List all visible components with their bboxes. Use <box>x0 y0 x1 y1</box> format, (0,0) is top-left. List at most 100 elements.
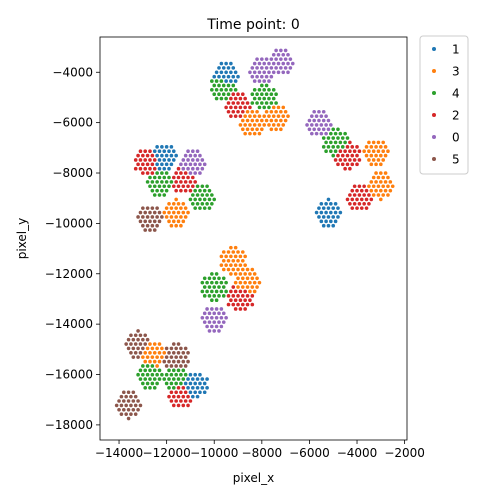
spot-cluster-3 <box>376 140 381 145</box>
spot-cluster-2 <box>243 105 247 110</box>
x-tick-label: −2000 <box>384 446 425 460</box>
spot-cluster-1 <box>336 215 340 219</box>
spot-cluster-3 <box>386 184 390 189</box>
spot-cluster-0 <box>257 61 262 66</box>
spot-cluster-3 <box>369 153 374 158</box>
spot-cluster-2 <box>229 114 233 118</box>
spot-cluster-1 <box>219 61 224 66</box>
spot-cluster-5 <box>174 355 178 359</box>
spot-cluster-1 <box>338 210 343 215</box>
spot-cluster-5 <box>143 219 148 224</box>
spot-cluster-4 <box>200 289 205 294</box>
spot-cluster-3 <box>224 254 228 259</box>
x-tick-label: −4000 <box>337 446 378 460</box>
spot-cluster-5 <box>133 403 138 408</box>
spot-cluster-3 <box>369 145 374 149</box>
spot-cluster-4 <box>229 88 233 92</box>
spot-cluster-1 <box>164 145 169 149</box>
spot-cluster-0 <box>219 315 224 320</box>
spot-cluster-2 <box>188 188 193 193</box>
spot-cluster-2 <box>171 403 176 408</box>
spot-cluster-1 <box>167 158 171 162</box>
spot-cluster-0 <box>217 320 221 324</box>
spot-cluster-2 <box>181 175 186 180</box>
spot-cluster-2 <box>338 158 343 162</box>
spot-cluster-2 <box>355 153 359 158</box>
spot-cluster-0 <box>283 48 288 53</box>
spot-cluster-3 <box>252 114 257 118</box>
legend-label: 2 <box>452 109 460 123</box>
spot-cluster-3 <box>376 149 381 153</box>
legend-marker <box>432 157 436 161</box>
spot-cluster-4 <box>343 140 347 145</box>
spot-cluster-2 <box>133 166 138 171</box>
spot-cluster-3 <box>381 149 386 153</box>
spot-cluster-4 <box>214 88 219 92</box>
spot-cluster-0 <box>260 74 264 79</box>
spot-cluster-4 <box>152 377 157 381</box>
spot-cluster-4 <box>250 92 255 97</box>
spot-cluster-0 <box>205 315 209 320</box>
spot-cluster-2 <box>350 197 355 202</box>
spot-cluster-4 <box>338 140 343 145</box>
spot-cluster-4 <box>224 88 228 92</box>
spot-cluster-2 <box>138 158 143 162</box>
spot-cluster-3 <box>274 109 278 114</box>
spot-cluster-0 <box>279 48 283 53</box>
spot-cluster-5 <box>157 219 162 224</box>
spot-cluster-1 <box>231 66 236 70</box>
spot-cluster-0 <box>326 118 331 123</box>
spot-cluster-4 <box>331 153 336 158</box>
spot-cluster-0 <box>271 52 276 57</box>
spot-cluster-4 <box>214 298 219 303</box>
spot-cluster-3 <box>379 180 383 184</box>
spot-cluster-4 <box>324 149 328 153</box>
spot-cluster-3 <box>283 109 288 114</box>
spot-cluster-5 <box>179 364 183 368</box>
spot-cluster-2 <box>350 206 355 210</box>
spot-cluster-3 <box>233 245 238 250</box>
spot-cluster-1 <box>326 206 331 210</box>
spot-cluster-5 <box>150 206 155 210</box>
spot-cluster-2 <box>355 188 359 193</box>
y-tick-label: −16000 <box>45 368 93 382</box>
spot-cluster-3 <box>145 355 150 359</box>
spot-cluster-1 <box>324 219 328 224</box>
spot-cluster-2 <box>179 399 183 403</box>
spot-cluster-4 <box>210 88 214 92</box>
spot-cluster-3 <box>279 118 283 123</box>
spot-cluster-4 <box>167 368 171 373</box>
y-axis-title: pixel_y <box>15 218 29 260</box>
spot-cluster-3 <box>229 254 233 259</box>
spot-cluster-3 <box>250 118 255 123</box>
spot-cluster-5 <box>176 342 181 346</box>
spot-cluster-4 <box>340 145 345 149</box>
spot-cluster-4 <box>148 368 152 373</box>
x-tick-label: −14000 <box>95 446 143 460</box>
spot-cluster-3 <box>243 114 247 118</box>
spot-cluster-5 <box>148 228 152 232</box>
spot-cluster-4 <box>157 184 162 189</box>
spot-cluster-4 <box>210 272 214 276</box>
spot-cluster-2 <box>148 149 152 153</box>
spot-cluster-1 <box>329 210 333 215</box>
spot-cluster-5 <box>122 390 126 395</box>
spot-cluster-1 <box>217 74 221 79</box>
spot-cluster-0 <box>205 307 209 311</box>
spot-cluster-4 <box>148 386 152 390</box>
spot-cluster-3 <box>236 250 240 254</box>
spot-cluster-2 <box>336 153 340 158</box>
spot-cluster-3 <box>160 346 164 351</box>
spot-cluster-4 <box>217 285 221 289</box>
spot-cluster-0 <box>252 79 257 83</box>
spot-cluster-5 <box>141 223 145 228</box>
spot-cluster-2 <box>350 162 355 167</box>
spot-cluster-4 <box>219 289 224 294</box>
spot-cluster-2 <box>171 184 176 189</box>
spot-cluster-4 <box>193 188 197 193</box>
spot-cluster-2 <box>343 149 347 153</box>
spot-cluster-3 <box>169 215 174 219</box>
spot-cluster-4 <box>150 188 155 193</box>
spot-cluster-3 <box>229 245 233 250</box>
spot-cluster-0 <box>312 109 316 114</box>
